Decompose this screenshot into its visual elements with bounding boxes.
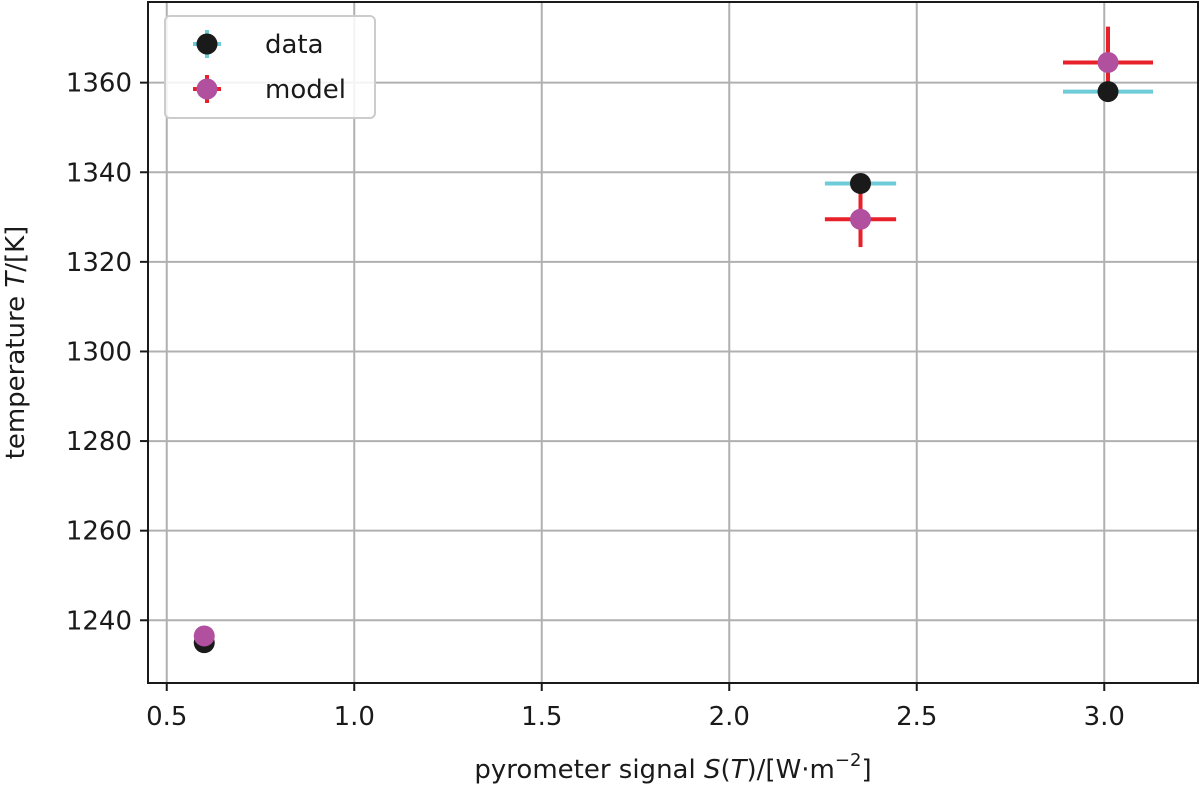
grid [148,2,1198,683]
legend-box [164,15,376,119]
data-point [850,172,871,194]
y-tick-label: 1320 [66,248,132,278]
model-point [193,625,215,647]
x-tick-label: 0.5 [146,702,187,732]
legend-model-marker [196,78,218,100]
data-point [1097,81,1119,103]
markers [193,51,1119,654]
x-tick-label: 1.0 [334,702,375,732]
model-point [850,208,871,230]
y-tick-label: 1340 [66,158,132,188]
legend: data model [164,15,376,119]
x-tick-label: 3.0 [1084,702,1125,732]
y-tick-label: 1300 [66,337,132,367]
plot-frame [147,1,1199,684]
x-axis-label: pyrometer signal S(T)/[W·m−2] [474,750,871,785]
legend-model-label: model [265,75,346,105]
legend-data-marker [196,33,218,55]
legend-data-label: data [265,30,324,60]
model-point [1097,51,1119,73]
y-axis-label: temperature T/[K] [1,226,31,460]
ticks: 0.5 1.0 1.5 2.0 2.5 3.0 1240 1260 1280 1300 1320 13… [66,69,1125,732]
x-tick-label: 2.5 [896,702,937,732]
x-tick-label: 1.5 [521,702,562,732]
x-tick-label: 2.0 [709,702,750,732]
y-tick-label: 1240 [66,606,132,636]
y-tick-label: 1360 [66,69,132,99]
y-tick-label: 1260 [66,517,132,547]
y-tick-label: 1280 [66,427,132,457]
